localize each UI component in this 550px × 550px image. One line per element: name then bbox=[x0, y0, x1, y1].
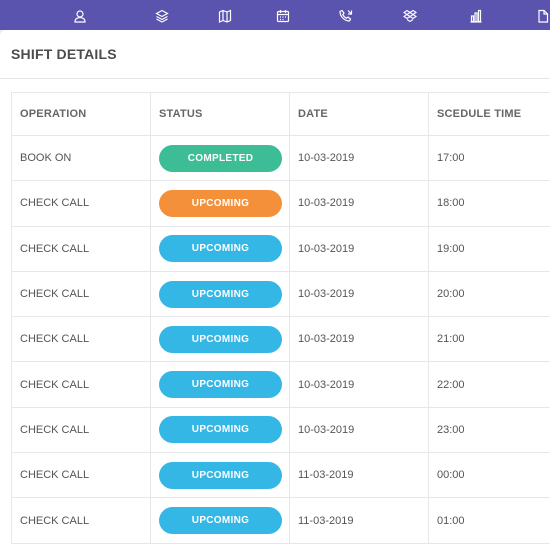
document-icon[interactable] bbox=[536, 9, 550, 23]
operation-cell: CHECK CALL bbox=[11, 316, 151, 363]
date-cell: 10-03-2019 bbox=[289, 225, 429, 272]
phone-call-icon[interactable] bbox=[339, 9, 353, 23]
table-row[interactable]: BOOK ON COMPLETED 10-03-2019 17:00 bbox=[11, 134, 550, 182]
status-badge[interactable]: UPCOMING bbox=[159, 371, 282, 399]
bar-chart-icon[interactable] bbox=[469, 9, 483, 23]
status-badge[interactable]: UPCOMING bbox=[159, 507, 282, 535]
operation-cell: CHECK CALL bbox=[11, 225, 151, 272]
time-cell: 01:00 bbox=[428, 497, 550, 544]
date-cell: 10-03-2019 bbox=[289, 316, 429, 363]
status-badge[interactable]: UPCOMING bbox=[159, 189, 282, 217]
map-icon[interactable] bbox=[218, 9, 232, 23]
date-cell: 11-03-2019 bbox=[289, 452, 429, 499]
status-badge[interactable]: UPCOMING bbox=[159, 416, 282, 444]
column-header-status[interactable]: STATUS bbox=[150, 92, 290, 136]
operation-cell: CHECK CALL bbox=[11, 497, 151, 544]
time-cell: 19:00 bbox=[428, 225, 550, 272]
date-cell: 10-03-2019 bbox=[289, 406, 429, 454]
operation-cell: CHECK CALL bbox=[11, 361, 151, 408]
table-row[interactable]: CHECK CALL UPCOMING 10-03-2019 21:00 bbox=[11, 316, 550, 363]
time-cell: 20:00 bbox=[428, 270, 550, 318]
divider bbox=[0, 78, 550, 79]
time-cell: 00:00 bbox=[428, 452, 550, 499]
time-cell: 22:00 bbox=[428, 361, 550, 408]
date-cell: 10-03-2019 bbox=[289, 270, 429, 318]
time-cell: 21:00 bbox=[428, 316, 550, 363]
column-header-date[interactable]: DATE bbox=[289, 92, 429, 136]
status-cell: UPCOMING bbox=[150, 452, 290, 499]
status-badge[interactable]: UPCOMING bbox=[159, 235, 282, 263]
table-wrapper: OPERATION STATUS DATE SCEDULE TIME BOOK … bbox=[11, 92, 550, 544]
shift-details-card: SHIFT DETAILS OPERATION STATUS DATE SCED… bbox=[0, 30, 550, 550]
status-badge[interactable]: COMPLETED bbox=[159, 144, 282, 172]
table-row[interactable]: CHECK CALL UPCOMING 10-03-2019 22:00 bbox=[11, 361, 550, 408]
status-badge[interactable]: UPCOMING bbox=[159, 461, 282, 489]
operation-cell: CHECK CALL bbox=[11, 406, 151, 454]
status-cell: UPCOMING bbox=[150, 406, 290, 454]
table-row[interactable]: CHECK CALL UPCOMING 11-03-2019 01:00 bbox=[11, 497, 550, 544]
card-title: SHIFT DETAILS bbox=[11, 46, 117, 62]
table-header-row: OPERATION STATUS DATE SCEDULE TIME bbox=[11, 92, 550, 136]
time-cell: 17:00 bbox=[428, 134, 550, 182]
time-cell: 23:00 bbox=[428, 406, 550, 454]
date-cell: 11-03-2019 bbox=[289, 497, 429, 544]
operation-cell: BOOK ON bbox=[11, 134, 151, 182]
status-cell: UPCOMING bbox=[150, 497, 290, 544]
operation-cell: CHECK CALL bbox=[11, 180, 151, 227]
status-badge[interactable]: UPCOMING bbox=[159, 280, 282, 308]
status-cell: UPCOMING bbox=[150, 316, 290, 363]
date-cell: 10-03-2019 bbox=[289, 180, 429, 227]
user-icon[interactable] bbox=[73, 9, 87, 23]
date-cell: 10-03-2019 bbox=[289, 361, 429, 408]
time-cell: 18:00 bbox=[428, 180, 550, 227]
operation-cell: CHECK CALL bbox=[11, 270, 151, 318]
table-row[interactable]: CHECK CALL UPCOMING 10-03-2019 18:00 bbox=[11, 180, 550, 227]
table-row[interactable]: CHECK CALL UPCOMING 11-03-2019 00:00 bbox=[11, 452, 550, 499]
table-row[interactable]: CHECK CALL UPCOMING 10-03-2019 20:00 bbox=[11, 270, 550, 318]
status-cell: UPCOMING bbox=[150, 180, 290, 227]
column-header-time[interactable]: SCEDULE TIME bbox=[428, 92, 550, 136]
column-header-operation[interactable]: OPERATION bbox=[11, 92, 151, 136]
status-badge[interactable]: UPCOMING bbox=[159, 325, 282, 353]
table-row[interactable]: CHECK CALL UPCOMING 10-03-2019 19:00 bbox=[11, 225, 550, 272]
top-nav-bar bbox=[0, 0, 550, 30]
status-cell: UPCOMING bbox=[150, 270, 290, 318]
shift-table: OPERATION STATUS DATE SCEDULE TIME BOOK … bbox=[11, 92, 550, 544]
status-cell: COMPLETED bbox=[150, 134, 290, 182]
date-cell: 10-03-2019 bbox=[289, 134, 429, 182]
layers-icon[interactable] bbox=[155, 9, 169, 23]
table-row[interactable]: CHECK CALL UPCOMING 10-03-2019 23:00 bbox=[11, 406, 550, 454]
status-cell: UPCOMING bbox=[150, 225, 290, 272]
operation-cell: CHECK CALL bbox=[11, 452, 151, 499]
status-cell: UPCOMING bbox=[150, 361, 290, 408]
calendar-icon[interactable] bbox=[276, 9, 290, 23]
dropbox-icon[interactable] bbox=[403, 9, 417, 23]
